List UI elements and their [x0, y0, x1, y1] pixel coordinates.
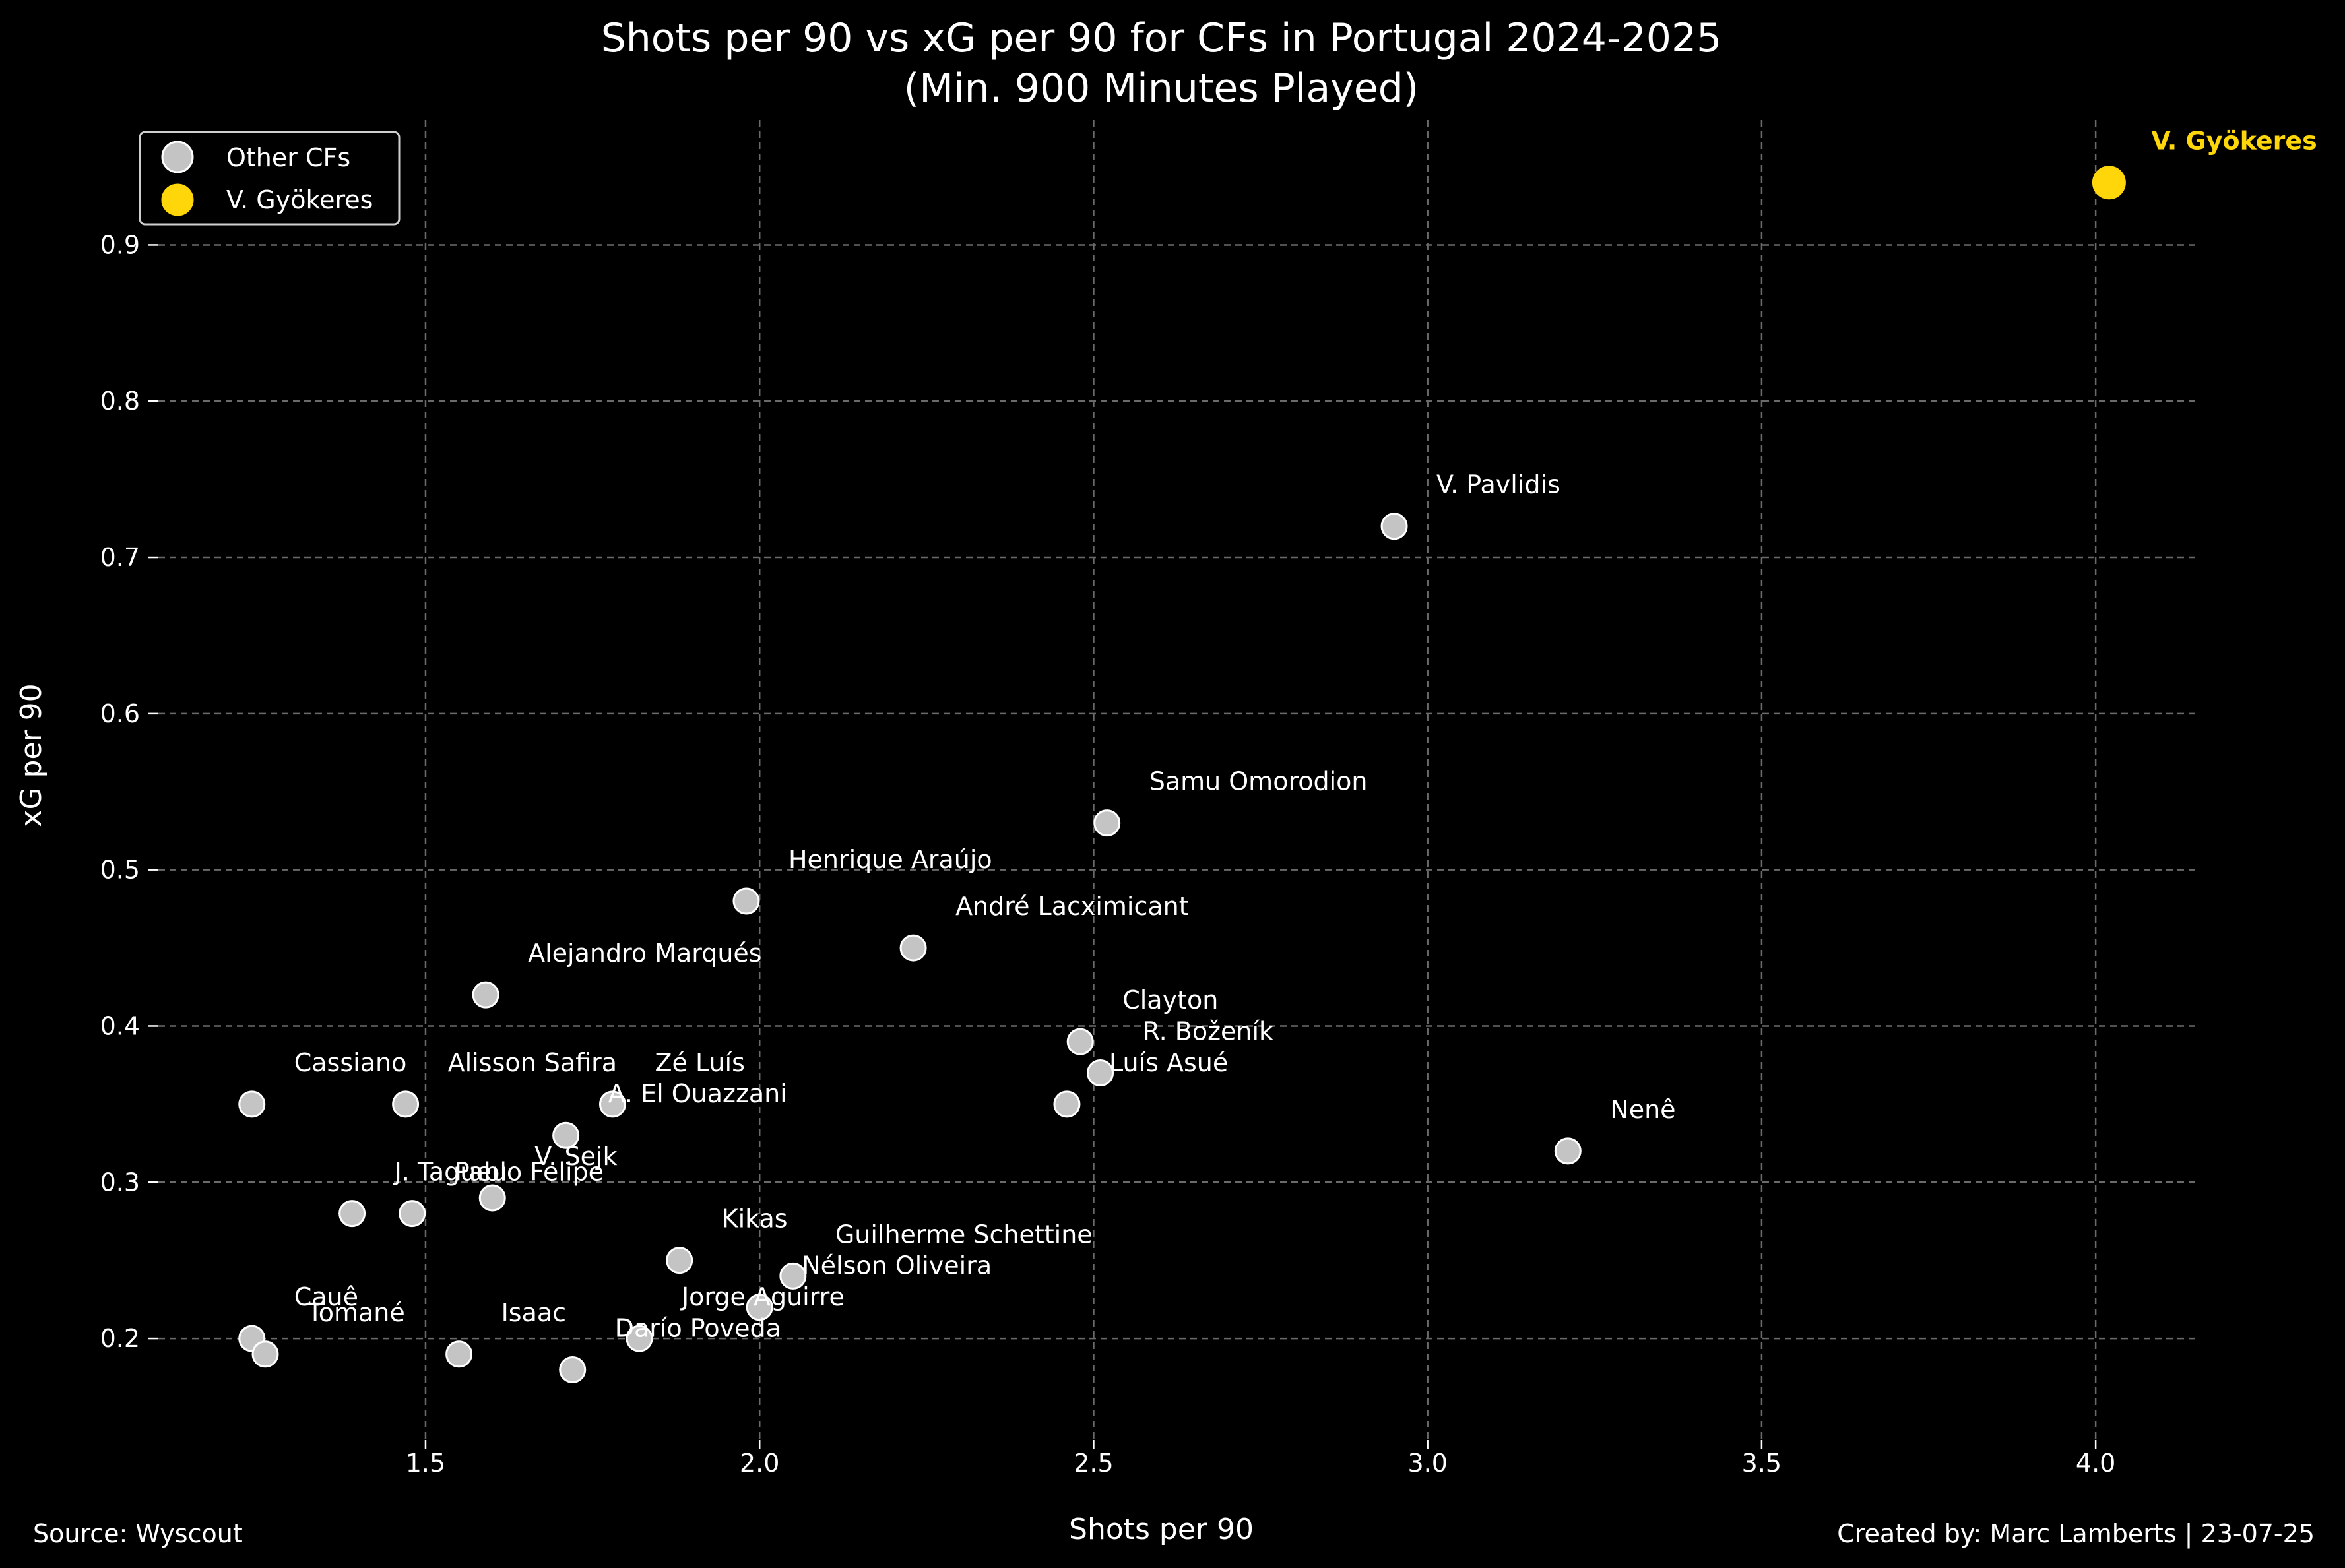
point-j-tagueu — [338, 1200, 366, 1228]
x-tick-labels: 1.5 2.0 2.5 3.0 3.5 4.0 — [406, 1440, 2115, 1478]
point-r-bozenik — [1087, 1059, 1114, 1087]
point-label-pablo-felipe: Pablo Felipe — [455, 1158, 604, 1187]
chart-subtitle: (Min. 900 Minutes Played) — [904, 65, 1419, 111]
point-dario-poveda — [559, 1356, 587, 1383]
point-pablo-felipe — [399, 1200, 426, 1228]
x-tick-label: 3.0 — [1407, 1449, 1447, 1478]
point-v-gyokeres — [2092, 166, 2126, 200]
footer-source: Source: Wyscout — [33, 1519, 243, 1548]
point-label-andre-lacximicant: André Lacximicant — [955, 892, 1189, 921]
point-label-alejandro-marques: Alejandro Marqués — [528, 939, 762, 968]
point-label-samu-omorodion: Samu Omorodion — [1149, 767, 1368, 796]
point-luis-asue — [1053, 1090, 1081, 1118]
y-tick-label: 0.4 — [100, 1011, 140, 1040]
y-tick-label: 0.7 — [100, 543, 140, 572]
legend-label-highlight: V. Gyökeres — [226, 185, 373, 214]
point-v-pavlidis — [1380, 513, 1408, 540]
y-tick-label: 0.2 — [100, 1324, 140, 1353]
point-kikas — [666, 1247, 693, 1274]
y-tick-label: 0.3 — [100, 1168, 140, 1197]
point-label-ze-luis: Zé Luís — [655, 1048, 744, 1077]
point-label-guilherme-schettine: Guilherme Schettine — [835, 1220, 1093, 1249]
point-label-clayton: Clayton — [1122, 986, 1218, 1015]
x-axis-label: Shots per 90 — [1069, 1513, 1254, 1546]
legend-box — [139, 131, 401, 226]
point-label-j-tagueu: J. Tagueu — [393, 1158, 507, 1187]
point-alejandro-marques — [472, 981, 499, 1009]
y-axis-label: xG per 90 — [15, 683, 48, 827]
point-nene — [1554, 1137, 1582, 1165]
data-points — [238, 166, 2126, 1383]
legend-label-other: Other CFs — [226, 143, 350, 172]
point-label-jorge-aguirre: Jorge Aguirre — [680, 1282, 845, 1311]
point-tomane — [251, 1340, 279, 1368]
point-jorge-aguirre — [626, 1325, 653, 1352]
point-label-alisson-safira: Alisson Safira — [448, 1048, 617, 1077]
point-label-luis-asue: Luís Asué — [1109, 1048, 1228, 1077]
point-label-nelson-oliveira: Nélson Oliveira — [802, 1251, 992, 1280]
point-label-henrique-araujo: Henrique Araújo — [788, 845, 992, 874]
y-tick-label: 0.9 — [100, 230, 140, 259]
point-label-dario-poveda: Darío Poveda — [615, 1313, 781, 1342]
point-labels: V. Pavlidis Samu Omorodion Henrique Araújo… — [294, 127, 2317, 1343]
chart-title: Shots per 90 vs xG per 90 for CFs in Por… — [601, 15, 1722, 61]
legend-marker-highlight — [161, 183, 194, 216]
point-label-nene: Nenê — [1610, 1095, 1675, 1124]
point-alisson-safira — [392, 1090, 420, 1118]
point-andre-lacximicant — [899, 934, 927, 962]
y-tick-label: 0.5 — [100, 856, 140, 885]
point-isaac — [445, 1340, 473, 1368]
point-henrique-araujo — [732, 887, 760, 915]
y-tick-label: 0.8 — [100, 387, 140, 416]
point-label-a-el-ouazzani: A. El Ouazzani — [608, 1079, 787, 1108]
point-label-v-gyokeres: V. Gyökeres — [2151, 127, 2317, 156]
point-label-isaac: Isaac — [501, 1298, 566, 1327]
legend: Other CFs V. Gyökeres — [139, 131, 401, 226]
footer-credit: Created by: Marc Lamberts | 23-07-25 — [1837, 1519, 2315, 1549]
point-cassiano — [238, 1090, 266, 1118]
legend-marker-other — [161, 141, 194, 173]
y-tick-labels: 0.2 0.3 0.4 0.5 0.6 0.7 0.8 0.9 — [100, 230, 158, 1353]
point-a-el-ouazzani — [552, 1121, 580, 1149]
point-label-kikas: Kikas — [722, 1205, 788, 1234]
point-nelson-oliveira — [746, 1294, 773, 1321]
x-tick-label: 1.5 — [406, 1449, 445, 1478]
point-label-tomane: Tomané — [307, 1298, 405, 1327]
point-clayton — [1066, 1028, 1094, 1055]
point-label-v-pavlidis: V. Pavlidis — [1436, 470, 1560, 499]
x-tick-label: 4.0 — [2076, 1449, 2115, 1478]
point-samu-omorodion — [1093, 809, 1121, 837]
point-guilherme-schettine — [779, 1262, 807, 1290]
x-tick-label: 2.0 — [740, 1449, 779, 1478]
point-label-caue: Cauê — [294, 1282, 358, 1311]
y-tick-label: 0.6 — [100, 699, 140, 728]
grid — [158, 120, 2196, 1440]
point-label-cassiano: Cassiano — [294, 1048, 407, 1077]
point-label-r-bozenik: R. Boženík — [1143, 1017, 1274, 1046]
point-label-v-sejk: V. Sejk — [534, 1142, 617, 1171]
point-v-sejk — [478, 1184, 506, 1212]
x-tick-label: 2.5 — [1074, 1449, 1113, 1478]
point-ze-luis — [598, 1090, 626, 1118]
x-tick-label: 3.5 — [1742, 1449, 1782, 1478]
